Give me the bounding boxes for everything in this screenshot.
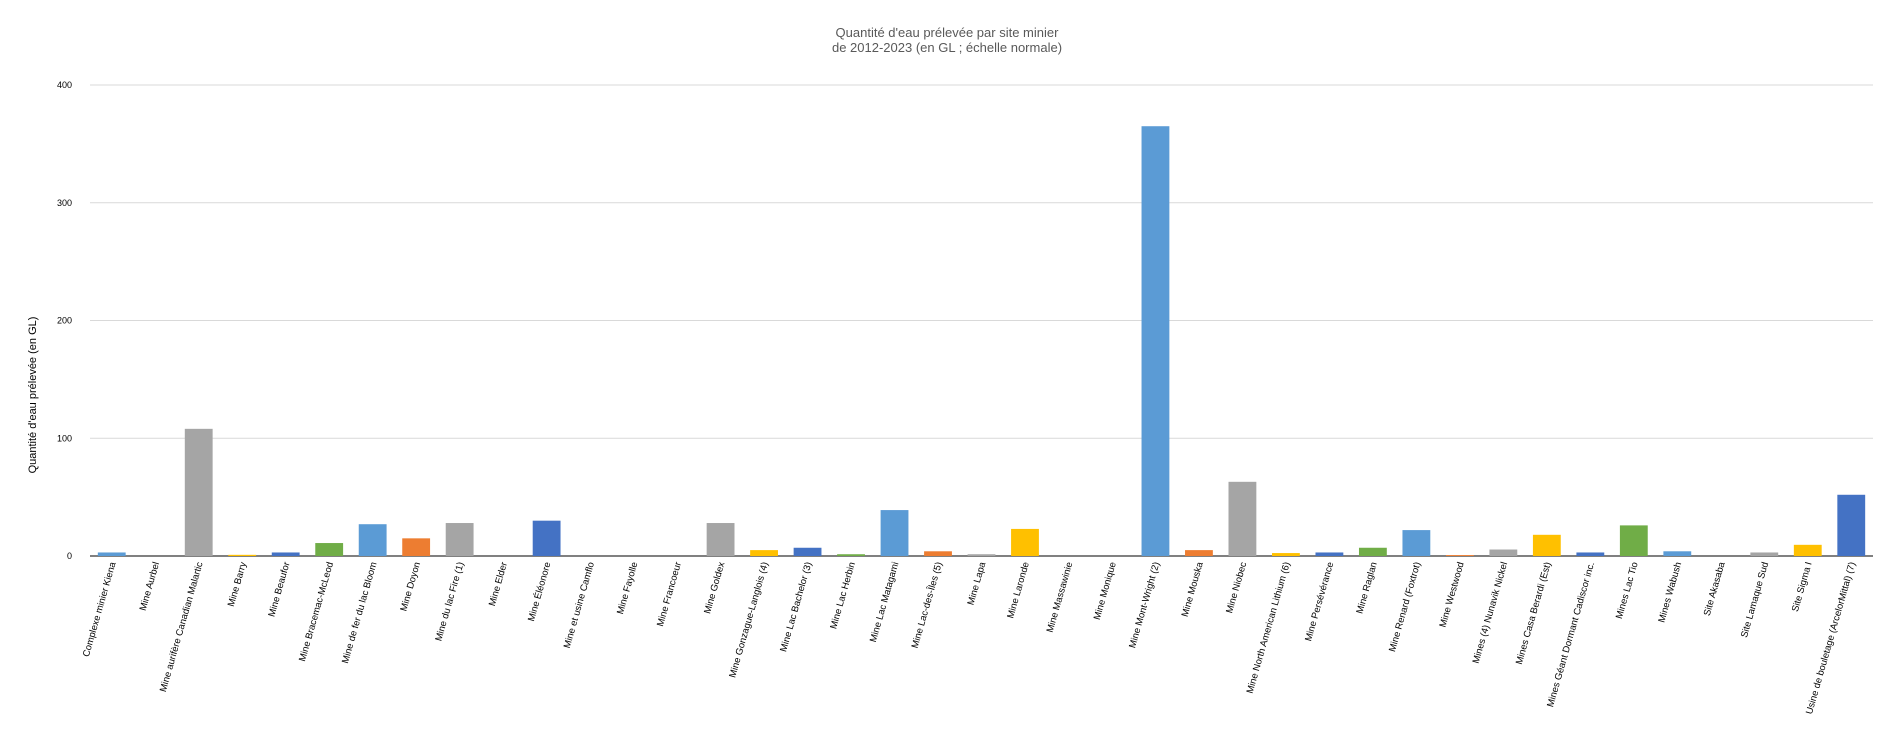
x-tick-label: Mines Wabush	[1656, 561, 1684, 624]
x-tick-label: Mine Lac-des-Îles (5)	[910, 561, 945, 650]
x-tick-label: Mine Monique	[1092, 561, 1119, 621]
x-tick-label: Mine Lac Matagami	[868, 561, 901, 644]
x-tick-label: Mine Renard (Foxtrot)	[1387, 561, 1423, 653]
x-tick-label: Mines (4) Nunavik Nickel	[1471, 561, 1511, 665]
bar	[1532, 534, 1561, 556]
x-tick-label: Mine Aurbel	[138, 561, 162, 612]
bar	[228, 554, 257, 556]
bar	[315, 543, 344, 556]
x-tick-label: Mine Fayolle	[615, 561, 640, 616]
x-tick-label: Mine Mouska	[1180, 560, 1206, 618]
y-tick-label: 400	[57, 80, 72, 90]
x-tick-label: Mine Francoeur	[655, 561, 684, 628]
bar	[532, 520, 561, 556]
bar	[445, 523, 474, 556]
bar	[402, 538, 431, 556]
x-tick-label: Mine Lapa	[966, 560, 989, 606]
bar	[1837, 494, 1866, 556]
bars	[97, 126, 1866, 557]
x-tick-label: Mines Casa Berardi (Est)	[1514, 561, 1554, 666]
bar	[358, 524, 387, 556]
x-tick-label: Mine Barry	[226, 561, 249, 608]
x-tick-label: Site Lamaque Sud	[1739, 561, 1771, 639]
x-tick-label: Mine Elder	[487, 561, 510, 608]
bar	[184, 428, 213, 556]
x-tick-label: Mine Mont-Wright (2)	[1127, 561, 1162, 650]
x-tick-label: Mine Laronde	[1005, 561, 1032, 620]
bar	[1445, 555, 1474, 556]
y-tick-label: 200	[57, 316, 72, 326]
x-tick-label: Mine North American Lithium (6)	[1245, 561, 1293, 695]
x-tick-label: Site Akasaba	[1702, 560, 1728, 617]
bar	[1793, 544, 1822, 556]
x-tick-label: Mine Raglan	[1354, 561, 1379, 615]
bar	[1271, 553, 1300, 556]
bar	[1619, 525, 1648, 556]
bar	[967, 554, 996, 556]
bar	[1228, 481, 1257, 556]
y-tick-label: 0	[67, 551, 72, 561]
y-axis-label: Quantité d'eau prélevée (en GL)	[27, 317, 39, 474]
bar	[924, 551, 952, 556]
x-tick-label: Mine Éléonore	[526, 561, 553, 623]
bar	[750, 550, 778, 556]
x-tick-label: Mine Westwood	[1438, 561, 1467, 629]
bar	[97, 552, 126, 556]
bar	[1141, 126, 1170, 557]
bar	[1489, 549, 1518, 556]
chart-subtitle: de 2012-2023 (en GL ; échelle normale)	[832, 40, 1062, 55]
y-tick-label: 300	[57, 198, 72, 208]
x-tick-label: Mine Niobec	[1224, 561, 1249, 615]
bar	[1750, 552, 1779, 556]
x-tick-label: Mine Lac Bachelor (3)	[778, 561, 814, 653]
bar	[271, 552, 300, 556]
x-tick-label: Mine Goldex	[702, 561, 727, 616]
bar	[1185, 550, 1213, 556]
bar	[706, 523, 735, 556]
y-tick-label: 100	[57, 433, 72, 443]
gridlines: 0 100 200 300 400	[57, 80, 1873, 561]
x-tick-label: Mine Massawinie	[1045, 561, 1076, 634]
x-tick-label: Mine Doyon	[398, 561, 423, 613]
bar	[880, 510, 909, 556]
x-tick-label: Mine aurifère Canadian Malartic	[158, 561, 206, 694]
x-tick-label: Usine de bouletage (ArcelorMittal) (7)	[1804, 561, 1858, 716]
bar	[1576, 552, 1605, 556]
x-tick-label: Mine Bracemac-McLeod	[297, 561, 336, 663]
chart-title: Quantité d'eau prélevée par site minier	[836, 25, 1060, 40]
bar	[837, 554, 865, 556]
x-tick-label: Mines Géant Dormant Cadiscor inc.	[1545, 561, 1597, 709]
x-tick-label: Mine Persévérance	[1303, 561, 1336, 643]
bar	[793, 547, 822, 556]
bar	[1315, 552, 1344, 556]
bar	[1358, 547, 1387, 556]
x-tick-label: Mine et usine Camflo	[562, 561, 597, 650]
bar	[1402, 530, 1431, 556]
x-tick-label: Mine Lac Herbin	[828, 561, 858, 631]
x-tick-label: Mines Lac Tio	[1614, 561, 1641, 620]
x-tick-label: Mine de fer du lac Bloom	[340, 561, 380, 665]
bar	[1663, 551, 1692, 556]
bar	[1011, 528, 1039, 556]
x-tick-label: Complexe minier Kiena	[81, 560, 119, 658]
x-tick-label: Mine Gonzague-Langlois (4)	[727, 561, 771, 679]
x-tick-label: Mine Beaufor	[266, 561, 292, 618]
x-tick-label: Site Sigma I	[1790, 561, 1815, 613]
x-tick-label: Mine du lac Fire (1)	[433, 561, 466, 643]
